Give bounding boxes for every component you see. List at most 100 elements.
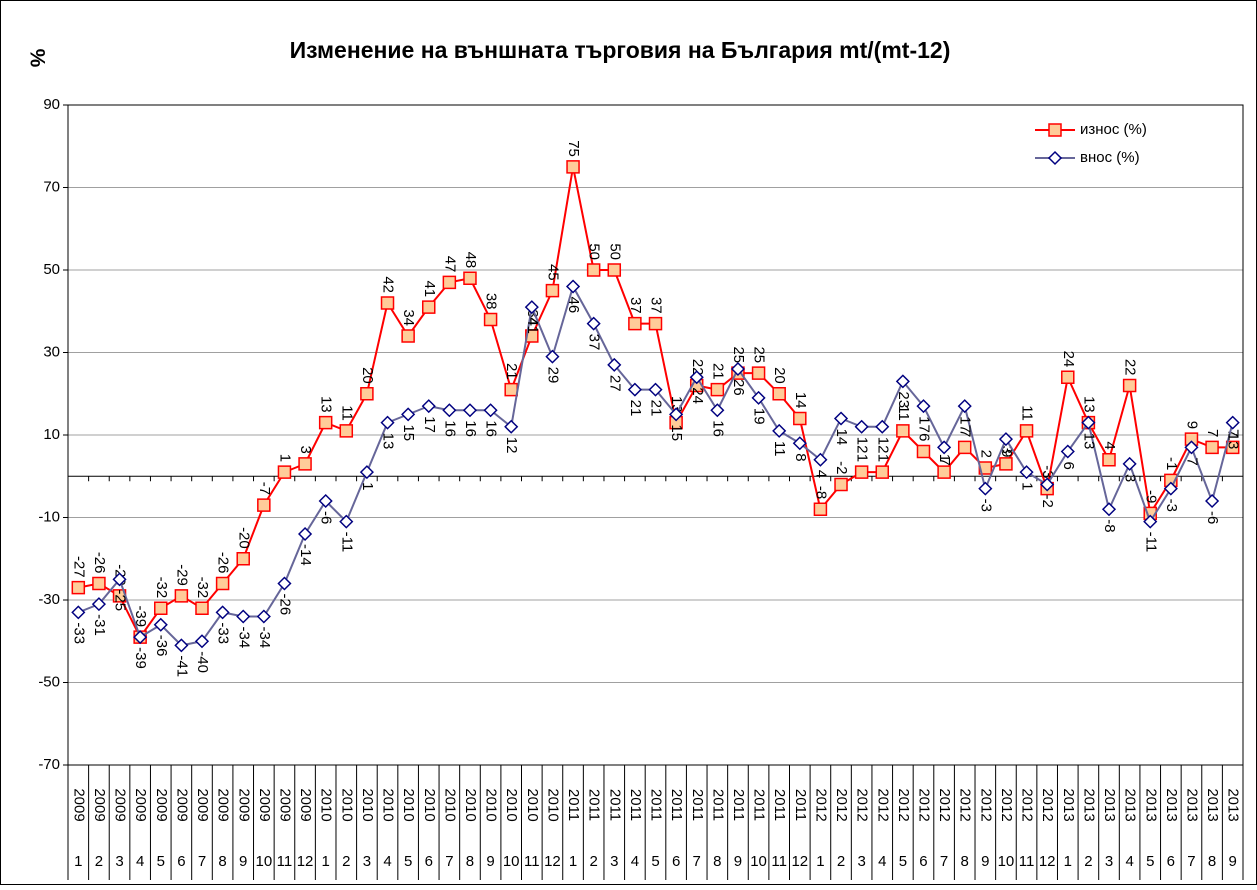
x-month-label: 1	[569, 853, 577, 870]
data-label: -8	[1101, 519, 1118, 532]
data-label: 17	[421, 416, 438, 433]
marker	[566, 160, 580, 174]
x-month-label: 12	[544, 853, 561, 870]
marker	[318, 493, 333, 509]
x-month-label: 1	[816, 853, 824, 870]
data-label: -6	[318, 511, 335, 524]
data-label: 41	[524, 317, 541, 334]
marker	[360, 387, 374, 401]
marker	[545, 349, 560, 364]
marker	[999, 457, 1013, 471]
data-label: -3	[1039, 465, 1056, 478]
marker	[1205, 440, 1219, 455]
x-month-label: 6	[919, 853, 927, 870]
data-label: 25	[730, 346, 747, 363]
data-label: 37	[586, 334, 603, 351]
marker	[401, 329, 415, 343]
x-year-label: 2012	[1039, 788, 1056, 821]
data-label: -39	[132, 647, 149, 669]
marker	[978, 481, 993, 496]
legend-marker	[1047, 150, 1063, 166]
x-year-label: 2010	[380, 788, 397, 821]
x-year-label: 2012	[854, 788, 871, 821]
x-month-label: 6	[1167, 853, 1175, 870]
data-label: 1	[1019, 482, 1036, 490]
marker	[772, 387, 786, 401]
data-label: 17	[916, 416, 933, 433]
legend-label: внос (%)	[1080, 149, 1140, 166]
data-label: 1	[359, 482, 376, 490]
x-year-label: 2010	[524, 788, 541, 821]
data-label: -36	[153, 635, 170, 657]
marker	[442, 403, 457, 418]
marker	[607, 357, 622, 372]
marker	[628, 316, 642, 331]
x-month-label: 7	[198, 853, 206, 870]
data-label: -9	[1142, 490, 1159, 503]
data-label: 11	[338, 405, 355, 421]
data-label: 15	[400, 424, 417, 441]
marker	[195, 601, 209, 615]
marker	[1019, 465, 1034, 480]
data-label: -14	[297, 544, 314, 566]
data-label: -7	[256, 482, 273, 495]
y-tick-label: -50	[38, 673, 60, 690]
data-label: 7	[1225, 429, 1242, 437]
x-year-label: 2010	[503, 788, 520, 821]
data-label: 21	[627, 400, 644, 417]
marker	[339, 514, 354, 529]
marker	[586, 316, 601, 331]
data-label: -3	[1163, 499, 1180, 512]
marker	[854, 465, 869, 479]
x-month-label: 7	[445, 853, 453, 870]
x-year-label: 2013	[1225, 788, 1242, 821]
data-label: -39	[132, 605, 149, 627]
x-month-label: 3	[1105, 853, 1113, 870]
data-label: -11	[1142, 532, 1159, 553]
marker	[525, 329, 539, 343]
data-label: 50	[606, 243, 623, 260]
data-label: 11	[771, 441, 788, 457]
marker	[236, 609, 251, 624]
data-label: -31	[91, 614, 108, 636]
y-tick-label: 90	[43, 96, 60, 113]
marker	[998, 432, 1013, 447]
marker	[730, 361, 746, 377]
data-label: -26	[91, 552, 108, 574]
y-tick-label: 50	[43, 261, 60, 278]
y-tick-label: 10	[43, 426, 60, 443]
marker	[277, 465, 292, 479]
data-label: 4	[812, 470, 829, 478]
marker	[174, 589, 189, 603]
x-year-label: 2010	[359, 788, 376, 821]
data-label: 3	[998, 446, 1015, 454]
marker	[380, 296, 395, 310]
x-month-label: 7	[940, 853, 948, 870]
data-label: 9	[1183, 421, 1200, 429]
y-tick-label: 70	[43, 178, 60, 195]
marker	[937, 440, 952, 455]
x-year-label: 2012	[957, 788, 974, 821]
marker	[896, 424, 910, 438]
marker	[236, 552, 250, 566]
x-month-label: 12	[297, 853, 314, 870]
x-year-label: 2010	[441, 788, 458, 821]
marker	[112, 572, 127, 587]
x-month-label: 10	[998, 853, 1015, 870]
marker	[875, 419, 890, 434]
x-month-label: 11	[524, 853, 540, 870]
x-month-label: 3	[115, 853, 123, 870]
x-month-label: 3	[363, 853, 371, 870]
x-month-label: 11	[277, 853, 293, 870]
legend-label: износ (%)	[1080, 121, 1147, 138]
x-year-label: 2011	[586, 789, 603, 821]
y-tick-label: -10	[38, 508, 60, 525]
data-label: -34	[256, 627, 273, 649]
marker	[1019, 424, 1034, 438]
data-label: -33	[215, 622, 232, 644]
data-label: 7	[936, 457, 953, 465]
x-year-label: 2011	[565, 789, 582, 821]
data-label: 11	[895, 405, 912, 421]
marker	[1040, 477, 1055, 492]
x-year-label: 2009	[70, 788, 87, 821]
